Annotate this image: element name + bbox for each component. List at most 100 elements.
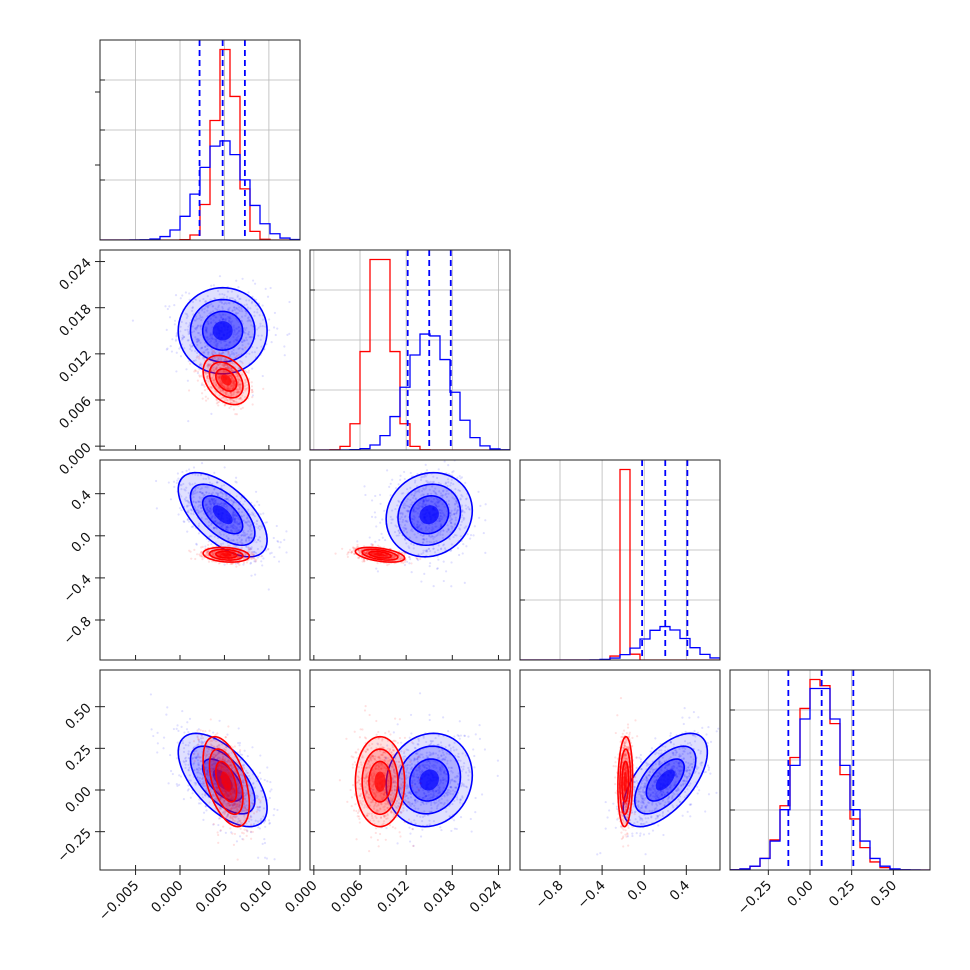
scatter-point bbox=[214, 368, 218, 371]
scatter-point bbox=[235, 413, 239, 416]
scatter-point bbox=[192, 500, 195, 503]
scatter-point bbox=[238, 383, 241, 386]
scatter-point bbox=[227, 526, 231, 529]
scatter-point bbox=[219, 390, 222, 393]
scatter-point bbox=[238, 553, 241, 556]
scatter-point bbox=[418, 490, 421, 494]
scatter-point bbox=[214, 383, 217, 387]
scatter-point bbox=[225, 360, 228, 363]
scatter-point bbox=[206, 506, 209, 509]
scatter-point bbox=[172, 480, 176, 483]
scatter-point bbox=[221, 382, 224, 385]
scatter-point bbox=[230, 296, 233, 300]
scatter-point bbox=[211, 560, 214, 563]
scatter-point bbox=[353, 552, 356, 555]
scatter-point bbox=[230, 380, 234, 383]
scatter-point bbox=[442, 579, 445, 583]
scatter-point bbox=[220, 522, 223, 525]
scatter-point bbox=[430, 485, 434, 488]
scatter-point bbox=[233, 329, 236, 332]
scatter-point bbox=[223, 466, 226, 469]
scatter-point bbox=[439, 548, 443, 551]
scatter-point bbox=[214, 321, 217, 324]
scatter-point bbox=[210, 552, 213, 555]
scatter-point bbox=[213, 551, 216, 554]
scatter-point bbox=[187, 330, 190, 333]
scatter-point bbox=[236, 515, 239, 518]
scatter-point bbox=[223, 363, 226, 366]
scatter-point bbox=[194, 350, 197, 353]
scatter-point bbox=[228, 355, 231, 358]
scatter-point bbox=[357, 557, 361, 560]
scatter-point bbox=[235, 312, 238, 315]
scatter-point bbox=[422, 499, 426, 502]
scatter-point bbox=[241, 373, 244, 376]
scatter-point bbox=[214, 526, 217, 529]
scatter-point bbox=[201, 316, 204, 319]
scatter-point bbox=[232, 381, 235, 385]
scatter-point bbox=[234, 299, 237, 302]
scatter-point bbox=[418, 524, 421, 527]
scatter-point bbox=[436, 505, 439, 508]
scatter-point bbox=[171, 338, 174, 341]
scatter-point bbox=[453, 503, 457, 506]
scatter-point bbox=[437, 505, 440, 508]
scatter-point bbox=[409, 503, 412, 506]
scatter-point bbox=[235, 336, 239, 340]
scatter-point bbox=[422, 493, 426, 496]
scatter-point bbox=[229, 387, 232, 391]
scatter-point bbox=[236, 562, 240, 565]
scatter-point bbox=[225, 497, 228, 500]
scatter-point bbox=[247, 319, 250, 322]
scatter-point bbox=[251, 390, 254, 393]
scatter-point bbox=[194, 557, 197, 561]
scatter-point bbox=[213, 499, 216, 502]
scatter-point bbox=[236, 390, 239, 394]
scatter-point bbox=[206, 336, 209, 339]
scatter-point bbox=[461, 552, 464, 555]
scatter-point bbox=[251, 295, 254, 298]
scatter-point bbox=[196, 337, 199, 341]
scatter-point bbox=[254, 551, 258, 555]
scatter-point bbox=[192, 513, 195, 516]
scatter-point bbox=[244, 384, 247, 387]
scatter-point bbox=[237, 391, 240, 394]
scatter-point bbox=[150, 728, 153, 731]
scatter-point bbox=[206, 508, 209, 511]
scatter-point bbox=[236, 311, 240, 315]
scatter-point bbox=[439, 531, 442, 534]
scatter-point bbox=[412, 515, 415, 518]
scatter-point bbox=[219, 314, 223, 317]
scatter-point bbox=[215, 367, 218, 370]
scatter-point bbox=[245, 540, 248, 543]
scatter-point bbox=[264, 549, 268, 552]
scatter-point bbox=[193, 359, 196, 363]
scatter-point bbox=[233, 511, 236, 514]
scatter-point bbox=[205, 553, 208, 556]
scatter-point bbox=[196, 338, 199, 341]
scatter-point bbox=[205, 331, 208, 334]
scatter-point bbox=[401, 520, 404, 524]
scatter-point bbox=[205, 327, 208, 330]
scatter-point bbox=[236, 388, 239, 391]
scatter-point bbox=[206, 511, 209, 514]
scatter-point bbox=[272, 536, 275, 540]
scatter-point bbox=[249, 547, 252, 550]
scatter-point bbox=[247, 546, 250, 549]
scatter-point bbox=[411, 530, 414, 533]
scatter-point bbox=[226, 360, 229, 363]
scatter-point bbox=[211, 349, 214, 353]
scatter-point bbox=[217, 372, 220, 375]
scatter-point bbox=[406, 510, 410, 513]
scatter-point bbox=[410, 542, 413, 545]
scatter-point bbox=[472, 534, 475, 537]
scatter-point bbox=[195, 326, 199, 329]
scatter-point bbox=[187, 509, 190, 512]
scatter-point bbox=[283, 538, 286, 541]
scatter-point bbox=[459, 497, 462, 500]
scatter-point bbox=[232, 554, 235, 557]
scatter-point bbox=[439, 515, 442, 518]
scatter-point bbox=[211, 515, 214, 518]
scatter-point bbox=[239, 396, 242, 400]
scatter-point bbox=[260, 555, 263, 558]
